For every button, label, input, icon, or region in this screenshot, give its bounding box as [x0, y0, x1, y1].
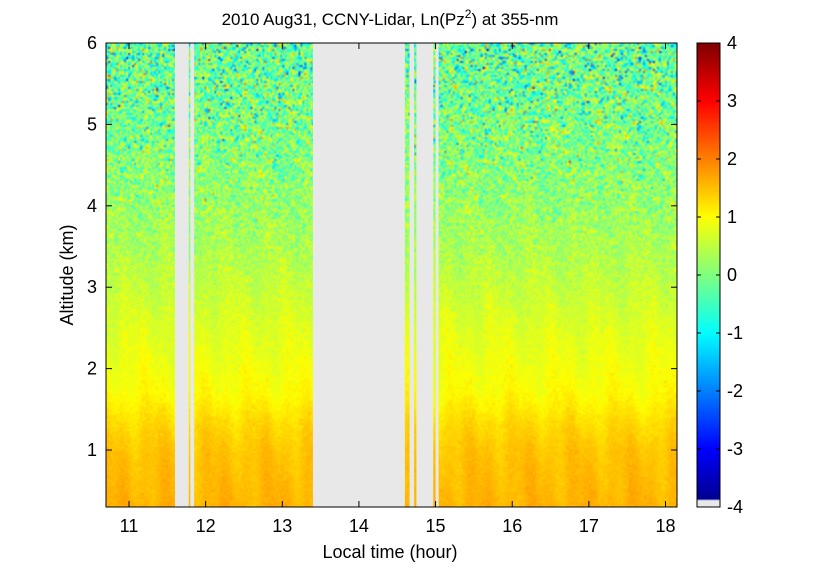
y-axis: 1 2 3 4 5 6: [87, 33, 677, 460]
colorbar-gradient: [697, 43, 720, 507]
colorbar-tick-label-2: 2: [727, 149, 737, 169]
x-tick-label-13: 13: [272, 516, 292, 536]
colorbar-tick-label--1: -1: [727, 323, 743, 343]
data-gap-0: [174, 43, 189, 507]
data-gap-4: [416, 43, 434, 507]
y-tick-label-2: 2: [87, 359, 97, 379]
x-tick-label-17: 17: [579, 516, 599, 536]
y-tick-label-3: 3: [87, 277, 97, 297]
data-gap-3: [409, 43, 415, 507]
colorbar-tick-label--3: -3: [727, 439, 743, 459]
title-superscript: 2: [465, 7, 472, 21]
colorbar-tick-label-3: 3: [727, 91, 737, 111]
y-tick-label-1: 1: [87, 440, 97, 460]
colorbar-tick-label--2: -2: [727, 381, 743, 401]
y-tick-label-5: 5: [87, 114, 97, 134]
x-tick-label-11: 11: [120, 516, 139, 536]
data-gaps: [174, 43, 439, 507]
plot-frame: [105, 42, 678, 508]
x-tick-label-12: 12: [196, 516, 216, 536]
colorbar-tick-label-4: 4: [727, 33, 737, 53]
colorbar-tick-label-1: 1: [727, 207, 737, 227]
x-axis-label: Local time (hour): [322, 542, 457, 562]
plot-area: [105, 42, 678, 508]
y-axis-label: Altitude (km): [57, 224, 77, 325]
x-axis: 11 12 13 14 15 16 17 18: [120, 43, 676, 536]
title-suffix: ) at 355-nm: [471, 10, 558, 29]
y-tick-label-4: 4: [87, 196, 97, 216]
title-prefix: 2010 Aug31, CCNY-Lidar, Ln(Pz: [222, 10, 465, 29]
data-gap-2: [312, 43, 405, 507]
x-tick-label-16: 16: [502, 516, 522, 536]
colorbar-ticks: 4 3 2 1 0 -1 -2 -3 -4: [697, 33, 743, 517]
data-gap-1: [190, 43, 195, 507]
x-tick-label-14: 14: [349, 516, 369, 536]
colorbar-tick-label--4: -4: [727, 497, 743, 517]
x-tick-label-15: 15: [426, 516, 446, 536]
colorbar-tick-label-0: 0: [727, 265, 737, 285]
data-gap-5: [435, 43, 439, 507]
colorbar: 4 3 2 1 0 -1 -2 -3 -4: [696, 33, 743, 517]
y-tick-label-6: 6: [87, 33, 97, 53]
chart-title: 2010 Aug31, CCNY-Lidar, Ln(Pz2) at 355-n…: [222, 7, 559, 29]
x-tick-label-18: 18: [655, 516, 675, 536]
